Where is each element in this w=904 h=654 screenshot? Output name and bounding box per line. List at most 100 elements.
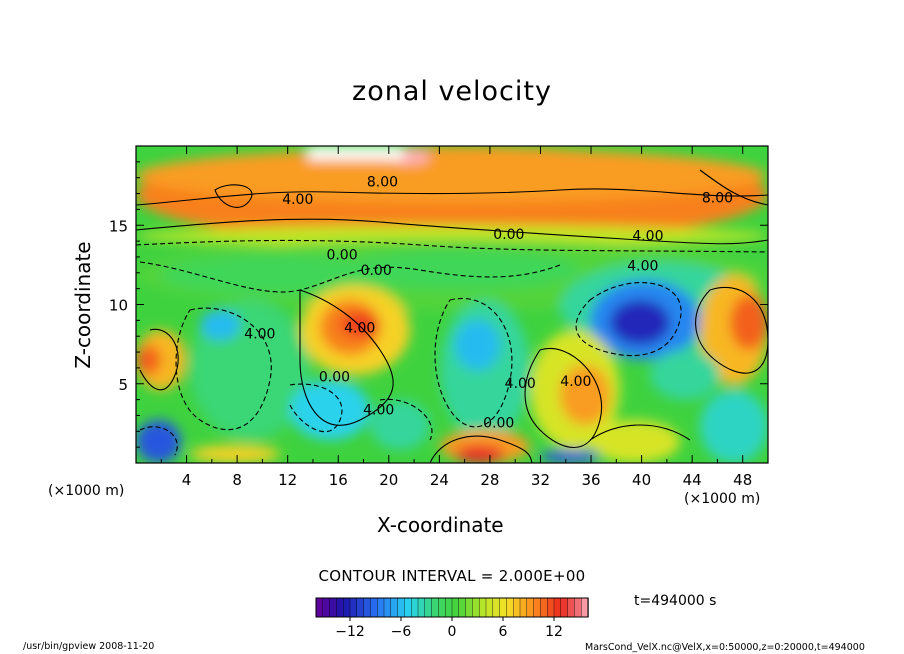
colorbar-cell (390, 597, 399, 618)
contour-interval: CONTOUR INTERVAL = 2.000E+00 (318, 567, 586, 585)
colorbar-cell (411, 597, 419, 618)
colorbar-cell (363, 597, 372, 618)
colorbar-cell (370, 597, 378, 618)
velocity-field (136, 146, 768, 463)
contour-line (136, 239, 768, 253)
colorbar-cell (451, 597, 460, 618)
colorbar-tick-label: 0 (448, 624, 457, 640)
colorbar-cell (506, 597, 514, 618)
y-axis-label: Z-coordinate (71, 241, 95, 369)
field-region (590, 420, 680, 463)
contour-label: 0.00 (326, 247, 357, 263)
y-unit-label: (×1000 m) (48, 483, 125, 499)
field-region (200, 310, 240, 340)
colorbar-cell (383, 597, 392, 618)
contour-label: 0.00 (319, 369, 350, 385)
colorbar-cell (431, 597, 440, 618)
colorbar-cell (472, 597, 480, 618)
colorbar-cell (322, 597, 331, 618)
colorbar: −12 −6 0 6 12 (315, 597, 589, 640)
field-saturated-region (308, 146, 403, 160)
colorbar-cell (560, 597, 569, 618)
contour-line (379, 398, 433, 441)
colorbar-cell (404, 597, 412, 618)
field-region (136, 345, 161, 375)
colorbar-cell (519, 597, 528, 618)
contour-label: 0.00 (493, 227, 524, 243)
colorbar-tick-label: −6 (391, 624, 412, 640)
contour-label: 8.00 (367, 174, 398, 190)
colorbar-cell (377, 597, 385, 618)
x-tick-label: 8 (232, 471, 242, 489)
contour-label: 4.00 (344, 320, 375, 336)
x-tick-label: 16 (329, 471, 348, 489)
contour-label: 4.00 (560, 374, 591, 390)
chart-title: zonal velocity (352, 76, 552, 107)
contour-line (299, 289, 394, 426)
colorbar-cell (547, 597, 555, 618)
field-region (700, 390, 768, 463)
colorbar-cell (458, 597, 467, 618)
contour-line (524, 347, 603, 448)
contour-line (575, 282, 682, 357)
field-region (455, 445, 505, 463)
contour-line (289, 383, 343, 433)
colorbar-cell (343, 597, 351, 618)
contour-line (695, 286, 768, 374)
x-tick-label: 4 (182, 471, 192, 489)
contour-line (175, 307, 272, 431)
x-tick-label: 20 (379, 471, 398, 489)
field-region (650, 350, 720, 400)
contour-label: 8.00 (702, 190, 733, 206)
contour-label: 4.00 (627, 258, 658, 274)
field-region (160, 255, 390, 295)
contour-label: 4.00 (632, 228, 663, 244)
contour-label: 4.00 (505, 376, 536, 392)
field-region (610, 300, 670, 345)
footer-left: /usr/bin/gpview 2008-11-20 (23, 641, 155, 652)
colorbar-cell (540, 597, 548, 618)
plot-area: 8.00 8.00 4.00 0.00 4.00 0.00 4.00 0.00 4.00 4.00… (136, 146, 768, 463)
x-unit-label: (×1000 m) (684, 491, 761, 507)
colorbar-cell (336, 597, 344, 618)
field-region (136, 225, 768, 247)
colorbar-cell (526, 597, 535, 618)
contour-line (139, 426, 178, 456)
contour-line (589, 424, 691, 441)
contour-lines (136, 169, 768, 463)
colorbar-cell (492, 597, 501, 618)
contour-line (699, 169, 768, 206)
x-tick-label: 24 (430, 471, 449, 489)
y-tick-label: 10 (109, 297, 128, 315)
x-tick-label: 28 (480, 471, 499, 489)
field-region (370, 400, 430, 450)
colorbar-cell (533, 597, 542, 618)
colorbar-cell (349, 597, 358, 618)
colorbar-cell (567, 597, 576, 618)
field-region (340, 250, 580, 290)
colorbar-tick-label: −12 (335, 624, 365, 640)
contour-line (139, 328, 179, 391)
colorbar-cell (499, 597, 508, 618)
field-region (136, 420, 181, 463)
contour-line (136, 188, 768, 206)
colorbar-cell (553, 597, 562, 618)
contour-label: 4.00 (244, 327, 275, 343)
field-region (560, 365, 610, 425)
colorbar-tick-label: 6 (499, 624, 508, 640)
contour-labels: 8.00 8.00 4.00 0.00 4.00 0.00 4.00 0.00 4.00 4.00… (244, 174, 733, 431)
colorbar-cell (445, 597, 453, 618)
y-tick-label: 5 (118, 376, 128, 394)
contour-line (214, 184, 253, 208)
colorbar-cell (438, 597, 446, 618)
field-region (730, 295, 768, 350)
colorbar-cell (417, 597, 426, 618)
contour-line (136, 218, 768, 245)
contour-line (139, 261, 561, 293)
y-axis: 5 10 15 (109, 161, 768, 448)
x-tick-label: 36 (581, 471, 600, 489)
field-region (540, 450, 600, 463)
contour-label: 0.00 (361, 263, 392, 279)
x-axis-label: X-coordinate (377, 513, 504, 537)
